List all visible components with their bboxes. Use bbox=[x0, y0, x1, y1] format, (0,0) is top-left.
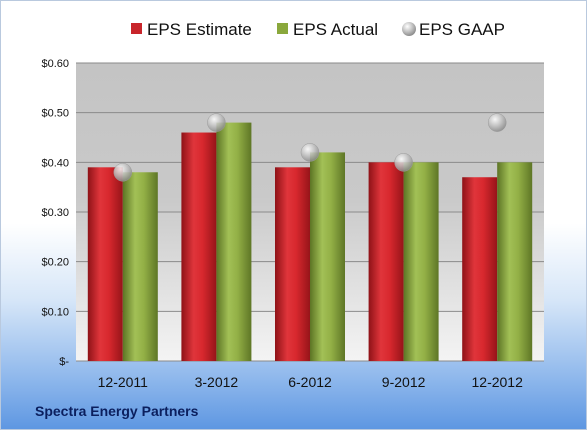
y-tick-label: $0.20 bbox=[41, 257, 69, 269]
legend-label: EPS GAAP bbox=[419, 20, 505, 39]
legend: EPS Estimate EPS Actual EPS GAAP bbox=[131, 20, 505, 39]
estimate-bar bbox=[87, 167, 123, 361]
legend-swatch bbox=[131, 23, 142, 34]
gaap-marker bbox=[487, 113, 507, 132]
y-tick-label: $0.60 bbox=[41, 58, 69, 70]
legend-label: EPS Actual bbox=[293, 20, 378, 39]
bars bbox=[87, 122, 533, 361]
x-axis: 12-2011 3-2012 6-2012 9-2012 12-2012 bbox=[98, 374, 523, 390]
y-axis: $- $0.10 $0.20 $0.30 $0.40 $0.50 $0.60 bbox=[41, 58, 69, 368]
actual-bar bbox=[310, 152, 345, 361]
x-tick-label: 6-2012 bbox=[288, 374, 332, 390]
company-name: Spectra Energy Partners bbox=[35, 403, 199, 419]
legend-swatch bbox=[402, 22, 416, 36]
legend-label: EPS Estimate bbox=[147, 20, 252, 39]
estimate-bar bbox=[462, 177, 498, 361]
x-tick-label: 12-2011 bbox=[98, 374, 149, 390]
gaap-marker bbox=[113, 163, 133, 182]
estimate-bar bbox=[275, 167, 310, 361]
x-tick-label: 12-2012 bbox=[472, 374, 524, 390]
legend-item: EPS Actual bbox=[277, 20, 378, 39]
actual-bar bbox=[403, 162, 439, 361]
estimate-bar bbox=[368, 162, 404, 361]
gaap-markers bbox=[113, 113, 507, 182]
y-tick-label: $0.10 bbox=[41, 306, 69, 318]
actual-bar bbox=[122, 172, 158, 361]
estimate-bar bbox=[181, 132, 217, 361]
y-tick-label: $- bbox=[59, 356, 69, 368]
x-tick-label: 3-2012 bbox=[195, 374, 239, 390]
legend-item: EPS Estimate bbox=[131, 20, 252, 39]
y-tick-label: $0.40 bbox=[41, 157, 69, 169]
x-tick-label: 9-2012 bbox=[382, 374, 426, 390]
legend-swatch bbox=[277, 23, 288, 34]
actual-bar bbox=[216, 122, 252, 361]
gaap-marker bbox=[207, 113, 226, 132]
gaap-marker bbox=[300, 143, 320, 162]
gaap-marker bbox=[394, 153, 413, 172]
y-tick-label: $0.30 bbox=[41, 207, 69, 219]
actual-bar bbox=[497, 162, 533, 361]
y-tick-label: $0.50 bbox=[41, 108, 69, 120]
legend-item: EPS GAAP bbox=[402, 20, 505, 39]
